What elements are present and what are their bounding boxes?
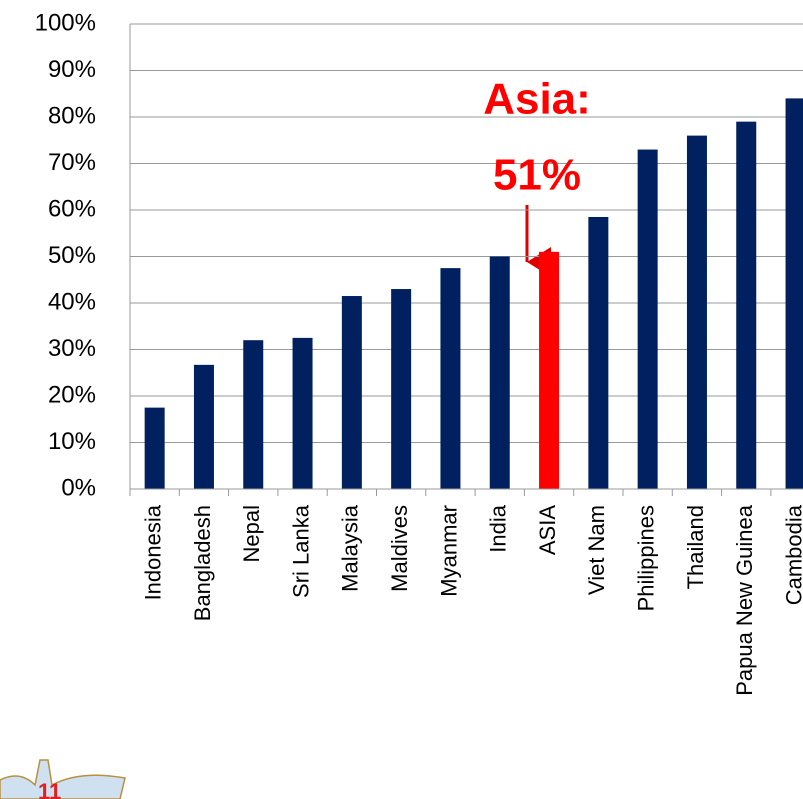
x-tick-label: Bangladesh [190,505,215,621]
bar [588,216,609,489]
bar [292,337,313,489]
annotation: 51% [493,151,581,200]
svg-text:11: 11 [38,779,61,799]
y-tick-label: 20% [48,381,96,408]
x-tick-label: Philippines [633,505,658,611]
y-tick-label: 80% [48,102,96,129]
bar [785,98,803,490]
y-tick-label: 100% [35,9,96,36]
x-tick-label: Malaysia [338,504,363,592]
y-tick-label: 90% [48,56,96,83]
bar [391,289,412,489]
x-tick-label: ASIA [535,505,560,555]
bar [489,256,510,489]
y-tick-label: 70% [48,149,96,176]
y-tick-label: 30% [48,335,96,362]
bar [243,340,264,489]
x-tick-label: Myanmar [436,505,461,597]
x-tick-label: Maldives [387,505,412,592]
x-tick-label: Papua New Guinea [732,504,757,696]
x-tick-label: India [486,504,511,552]
x-tick-label: Sri Lanka [288,504,313,598]
y-tick-label: 10% [48,428,96,455]
bar [686,135,707,489]
y-tick-label: 50% [48,242,96,269]
y-tick-label: 60% [48,195,96,222]
x-tick-label: Thailand [683,505,708,589]
logo: 11 [0,759,126,799]
x-tick-label: Viet Nam [584,505,609,595]
x-tick-label: Cambodia [781,504,803,605]
x-tick-label: Indonesia [140,504,165,600]
bar [193,364,214,489]
bar [637,149,658,490]
y-tick-label: 0% [61,474,96,501]
bar [144,407,165,489]
bar [440,268,461,489]
bar [736,121,757,490]
annotation: Asia: [483,75,591,124]
y-tick-label: 40% [48,288,96,315]
x-tick-label: Nepal [239,505,264,562]
bar [539,251,560,489]
bar [341,296,362,489]
